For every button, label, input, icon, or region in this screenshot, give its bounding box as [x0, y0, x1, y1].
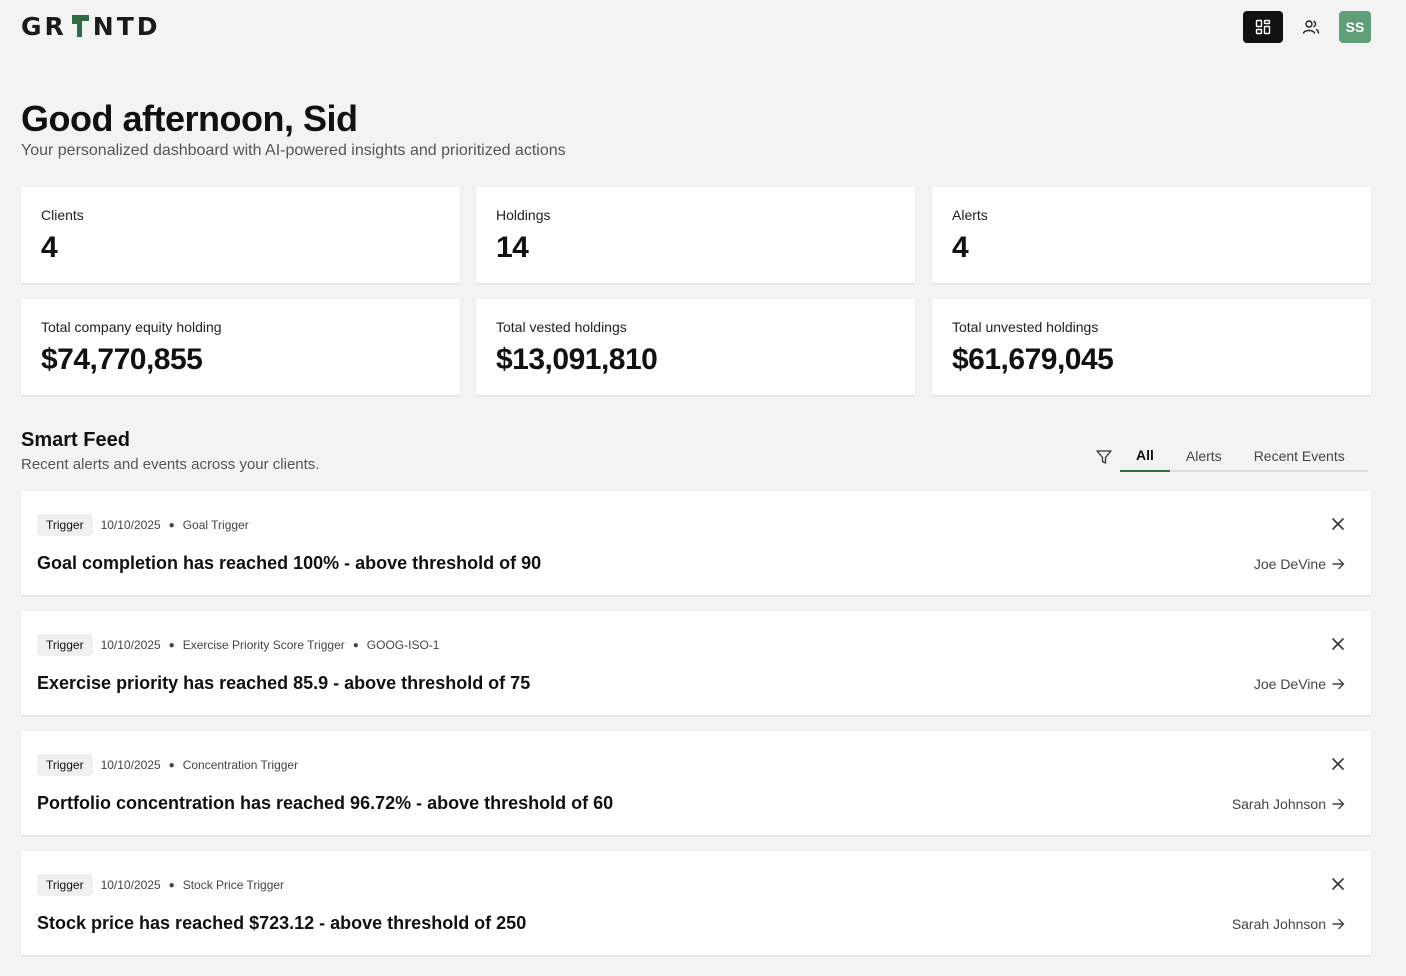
separator-dot: ● — [168, 639, 175, 651]
feed-item-badge: Trigger — [37, 634, 93, 656]
feed-item: Trigger 10/10/2025 ● Goal Trigger Goal c… — [21, 491, 1371, 595]
stat-label: Holdings — [496, 207, 551, 223]
feed-item-type: Exercise Priority Score Trigger — [182, 638, 345, 652]
client-link[interactable]: Joe DeVine — [1254, 676, 1345, 692]
feed-item-date: 10/10/2025 — [100, 518, 161, 532]
close-icon[interactable] — [1331, 517, 1345, 531]
feed-item: Trigger 10/10/2025 ● Concentration Trigg… — [21, 731, 1371, 835]
stat-value: 14 — [496, 231, 529, 264]
separator-dot: ● — [352, 639, 359, 651]
stat-value: 4 — [952, 231, 969, 264]
client-name: Sarah Johnson — [1231, 796, 1326, 812]
logo[interactable]: GR NTD — [21, 11, 161, 41]
stat-label: Total unvested holdings — [952, 319, 1099, 335]
user-avatar[interactable]: SS — [1339, 11, 1371, 43]
logo-text-right: NTD — [92, 11, 161, 41]
client-link[interactable]: Joe DeVine — [1254, 556, 1345, 572]
separator-dot: ● — [168, 879, 175, 891]
feed-item-text: Exercise priority has reached 85.9 - abo… — [37, 673, 531, 693]
stat-card-clients: Clients 4 — [21, 187, 460, 283]
feed-item-meta: Trigger 10/10/2025 ● Concentration Trigg… — [37, 754, 298, 776]
separator-dot: ● — [168, 519, 175, 531]
stat-card-vested: Total vested holdings $13,091,810 — [476, 299, 915, 395]
close-icon[interactable] — [1331, 757, 1345, 771]
feed-item-badge: Trigger — [37, 874, 93, 896]
feed-item-type: Stock Price Trigger — [182, 878, 285, 892]
logo-text-left: GR — [21, 11, 67, 41]
stat-label: Total vested holdings — [496, 319, 627, 335]
feed-item-meta: Trigger 10/10/2025 ● Stock Price Trigger — [37, 874, 284, 896]
stat-label: Alerts — [952, 207, 988, 223]
clients-nav-button[interactable] — [1291, 11, 1331, 43]
close-icon[interactable] — [1331, 877, 1345, 891]
feed-subtitle: Recent alerts and events across your cli… — [21, 456, 320, 473]
feed-item: Trigger 10/10/2025 ● Exercise Priority S… — [21, 611, 1371, 715]
feed-item-grant: GOOG-ISO-1 — [366, 638, 440, 652]
feed-item-type: Concentration Trigger — [182, 758, 299, 772]
client-name: Joe DeVine — [1253, 676, 1326, 692]
filter-icon[interactable] — [1095, 448, 1113, 466]
feed-item-date: 10/10/2025 — [100, 878, 161, 892]
stat-value: $13,091,810 — [496, 343, 658, 376]
tab-all[interactable]: All — [1120, 440, 1170, 472]
stat-label: Clients — [41, 207, 84, 223]
top-header: GR NTD SS — [0, 0, 1406, 56]
client-name: Joe DeVine — [1253, 556, 1326, 572]
feed-item-badge: Trigger — [37, 514, 93, 536]
client-link[interactable]: Sarah Johnson — [1232, 916, 1345, 932]
tab-alerts[interactable]: Alerts — [1185, 448, 1222, 464]
dashboard-nav-button[interactable] — [1243, 11, 1283, 43]
feed-item-date: 10/10/2025 — [100, 638, 161, 652]
stat-card-alerts: Alerts 4 — [932, 187, 1371, 283]
stat-value: $61,679,045 — [952, 343, 1114, 376]
feed-tabs: All Alerts Recent Events — [1120, 440, 1368, 472]
stat-label: Total company equity holding — [41, 319, 222, 335]
feed-item-meta: Trigger 10/10/2025 ● Exercise Priority S… — [37, 634, 439, 656]
tab-recent-events[interactable]: Recent Events — [1253, 448, 1345, 464]
feed-title: Smart Feed — [21, 429, 130, 451]
feed-item: Trigger 10/10/2025 ● Stock Price Trigger… — [21, 851, 1371, 955]
arrow-right-icon — [1332, 558, 1345, 570]
arrow-right-icon — [1332, 918, 1345, 930]
page-subtitle: Your personalized dashboard with AI-powe… — [21, 142, 566, 159]
feed-item-text: Goal completion has reached 100% - above… — [37, 553, 542, 573]
client-link[interactable]: Sarah Johnson — [1232, 796, 1345, 812]
arrow-right-icon — [1332, 798, 1345, 810]
feed-item-text: Portfolio concentration has reached 96.7… — [37, 793, 614, 813]
feed-item-badge: Trigger — [37, 754, 93, 776]
separator-dot: ● — [168, 759, 175, 771]
feed-item-text: Stock price has reached $723.12 - above … — [37, 913, 527, 933]
feed-item-type: Goal Trigger — [182, 518, 249, 532]
stat-card-total-equity: Total company equity holding $74,770,855 — [21, 299, 460, 395]
feed-item-date: 10/10/2025 — [100, 758, 161, 772]
stat-card-holdings: Holdings 14 — [476, 187, 915, 283]
stat-card-unvested: Total unvested holdings $61,679,045 — [932, 299, 1371, 395]
stat-value: $74,770,855 — [41, 343, 203, 376]
users-icon — [1302, 20, 1320, 34]
page-title: Good afternoon, Sid — [21, 98, 358, 139]
close-icon[interactable] — [1331, 637, 1345, 651]
logo-mark-icon — [71, 15, 89, 37]
arrow-right-icon — [1332, 678, 1345, 690]
dashboard-icon — [1255, 19, 1271, 35]
stat-value: 4 — [41, 231, 58, 264]
client-name: Sarah Johnson — [1231, 916, 1326, 932]
feed-item-meta: Trigger 10/10/2025 ● Goal Trigger — [37, 514, 249, 536]
